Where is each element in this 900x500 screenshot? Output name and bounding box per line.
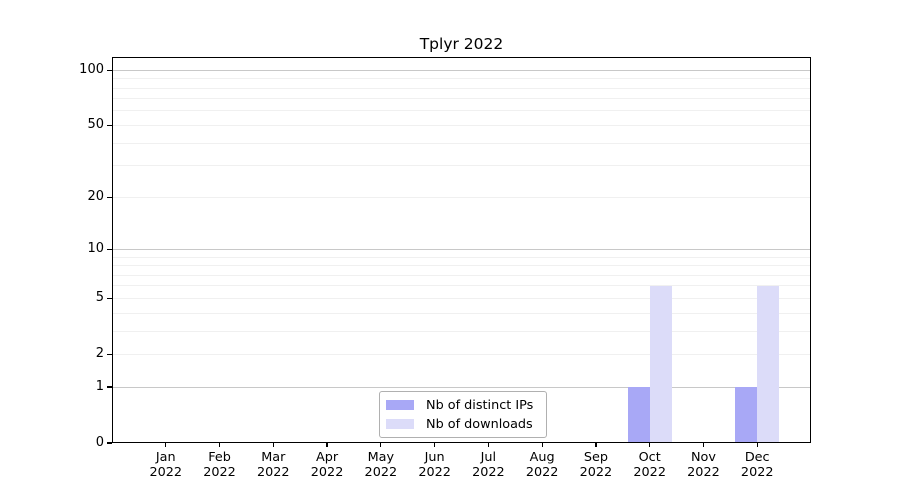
gridline-minor <box>112 312 811 314</box>
chart-title: Tplyr 2022 <box>419 35 504 53</box>
x-tick-label-line: May <box>367 450 395 465</box>
y-tick-label: 1 <box>95 379 104 395</box>
y-tick-label: 2 <box>95 346 104 362</box>
bar-nb-of-distinct-ips-dec-2022 <box>735 387 758 443</box>
bar-nb-of-distinct-ips-oct-2022 <box>627 387 650 443</box>
x-tick-mark <box>595 443 597 447</box>
x-tick-label-line: Nov <box>690 450 716 465</box>
x-tick-label: Feb 2022 <box>190 450 250 480</box>
y-tick-label: 0 <box>95 435 104 450</box>
legend-swatch-distinct-ips <box>386 400 414 410</box>
x-tick-label-line: 2022 <box>579 465 613 480</box>
x-tick-mark <box>165 443 167 447</box>
gridline-minor <box>112 142 811 144</box>
x-tick-mark <box>541 443 543 447</box>
x-tick-label-line: Dec <box>744 450 770 465</box>
bar-nb-of-downloads-dec-2022 <box>757 285 780 443</box>
x-tick-label: Dec 2022 <box>727 450 787 480</box>
x-tick-label-line: Aug <box>529 450 555 465</box>
gridline-minor <box>112 87 811 89</box>
x-tick-label-line: 2022 <box>633 465 666 480</box>
y-tick-label: 5 <box>95 290 104 306</box>
x-tick-label: Jun 2022 <box>405 450 465 480</box>
gridline-major <box>112 386 811 388</box>
gridline-minor <box>112 256 811 258</box>
x-tick-label-line: 2022 <box>203 465 236 480</box>
gridline-minor <box>112 330 811 332</box>
legend-item-downloads: Nb of downloads <box>386 416 540 432</box>
gridline-minor <box>112 353 811 355</box>
legend-label-distinct-ips: Nb of distinct IPs <box>426 397 534 413</box>
y-tick-mark <box>107 353 112 355</box>
bar-nb-of-downloads-oct-2022 <box>649 285 672 443</box>
x-tick-label: Jul 2022 <box>458 450 518 480</box>
y-tick-mark <box>107 196 112 198</box>
gridline-minor <box>112 98 811 100</box>
x-tick-label-line: 2022 <box>364 465 398 480</box>
gridline-major <box>112 248 811 250</box>
x-tick-mark <box>434 443 436 447</box>
y-tick-mark <box>107 297 112 299</box>
x-tick-label: May 2022 <box>351 450 411 480</box>
x-tick-label-line: 2022 <box>687 465 720 480</box>
y-tick-label: 100 <box>79 62 104 78</box>
gridline-minor <box>112 265 811 267</box>
legend-item-distinct-ips: Nb of distinct IPs <box>386 397 540 413</box>
x-tick-label-line: 2022 <box>149 465 183 480</box>
x-tick-label-line: 2022 <box>418 465 451 480</box>
x-tick-label-line: Feb <box>208 450 231 465</box>
y-tick-mark <box>107 69 112 71</box>
y-tick-mark <box>107 386 112 388</box>
gridline-minor <box>112 285 811 287</box>
x-tick-mark <box>380 443 382 447</box>
x-tick-mark <box>756 443 758 447</box>
x-tick-label-line: Mar <box>261 450 286 465</box>
x-tick-label-line: 2022 <box>310 465 344 480</box>
x-tick-mark <box>326 443 328 447</box>
gridline-minor <box>112 124 811 126</box>
x-tick-label-line: Oct <box>638 450 661 465</box>
x-tick-label: Oct 2022 <box>620 450 680 480</box>
x-tick-label-line: 2022 <box>472 465 505 480</box>
x-tick-label: Sep 2022 <box>566 450 626 480</box>
x-tick-mark <box>218 443 221 447</box>
y-tick-mark <box>107 442 112 444</box>
gridline-minor <box>112 110 811 112</box>
gridline-minor <box>112 297 811 299</box>
x-tick-mark <box>272 443 274 447</box>
gridline-minor <box>112 274 811 276</box>
x-tick-label-line: Apr <box>315 450 339 465</box>
gridline-minor <box>112 165 811 167</box>
y-tick-label: 50 <box>87 117 104 133</box>
gridline-major <box>112 69 811 71</box>
x-tick-label: Nov 2022 <box>673 450 733 480</box>
legend-swatch-downloads <box>386 419 414 429</box>
x-tick-label: Mar 2022 <box>243 450 303 480</box>
x-tick-label-line: Jul <box>480 450 497 465</box>
x-tick-label-line: Jun <box>424 450 445 465</box>
plot-area <box>112 57 811 443</box>
y-tick-label: 10 <box>87 241 104 257</box>
y-tick-mark <box>107 248 112 250</box>
x-tick-mark <box>649 443 651 447</box>
x-tick-label-line: 2022 <box>525 465 559 480</box>
y-tick-mark <box>107 124 112 127</box>
x-tick-label-line: 2022 <box>740 465 774 480</box>
x-tick-label-line: 2022 <box>257 465 290 480</box>
gridline-minor <box>112 78 811 80</box>
x-tick-label-line: Sep <box>583 450 608 465</box>
x-tick-label-line: Jan <box>155 450 176 465</box>
x-tick-label: Aug 2022 <box>512 450 572 480</box>
x-tick-mark <box>487 443 489 447</box>
legend-label-downloads: Nb of downloads <box>426 416 533 432</box>
y-tick-label: 20 <box>87 189 104 205</box>
x-tick-mark <box>702 443 705 447</box>
legend: Nb of distinct IPs Nb of downloads <box>379 391 547 438</box>
gridline-minor <box>112 196 811 198</box>
x-tick-label: Jan 2022 <box>136 450 196 480</box>
x-tick-label: Apr 2022 <box>297 450 357 480</box>
